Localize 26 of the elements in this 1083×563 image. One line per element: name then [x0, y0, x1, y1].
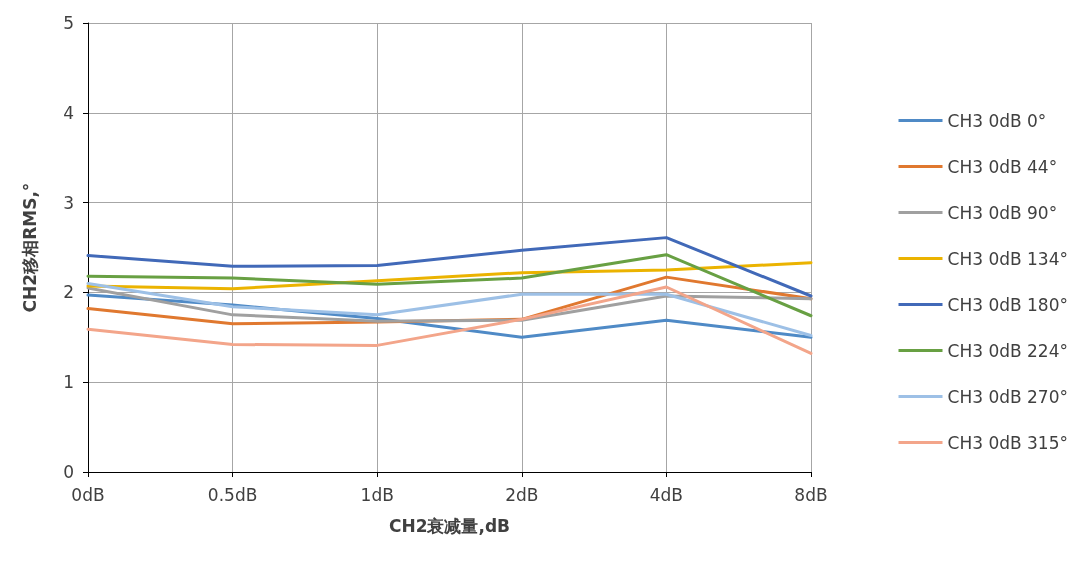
y-axis-title: CH2移相RMS,° [19, 182, 40, 313]
line-series [86, 285, 813, 355]
legend-label: CH3 0dB 224° [947, 340, 1069, 361]
x-tick-label: 4dB [649, 484, 684, 505]
legend-label: CH3 0dB 315° [947, 432, 1069, 453]
legend-label: CH3 0dB 134° [947, 248, 1069, 269]
y-tick-label: 5 [63, 13, 74, 33]
legend-label: CH3 0dB 270° [947, 386, 1069, 407]
x-tick-label: 8dB [794, 484, 828, 505]
x-tick-label: 1dB [360, 484, 394, 505]
y-tick-label: 1 [63, 372, 74, 393]
line-series [86, 281, 813, 337]
y-tick-label: 0 [63, 462, 74, 482]
y-tick-label: 3 [63, 192, 74, 213]
line-series [86, 236, 813, 298]
legend-label: CH3 0dB 90° [947, 202, 1058, 223]
legend-label: CH3 0dB 180° [947, 294, 1069, 315]
y-tick-label: 2 [63, 282, 74, 303]
line-series [86, 253, 813, 318]
x-axis-title: CH2衰减量,dB [388, 515, 511, 536]
legend-label: CH3 0dB 44° [947, 156, 1058, 177]
x-tick-label: 2dB [505, 484, 539, 505]
legend-label: CH3 0dB 0° [947, 110, 1047, 131]
x-tick-label: 0dB [71, 484, 105, 505]
y-tick-label: 4 [63, 102, 74, 123]
x-tick-label: 0.5dB [207, 484, 258, 505]
